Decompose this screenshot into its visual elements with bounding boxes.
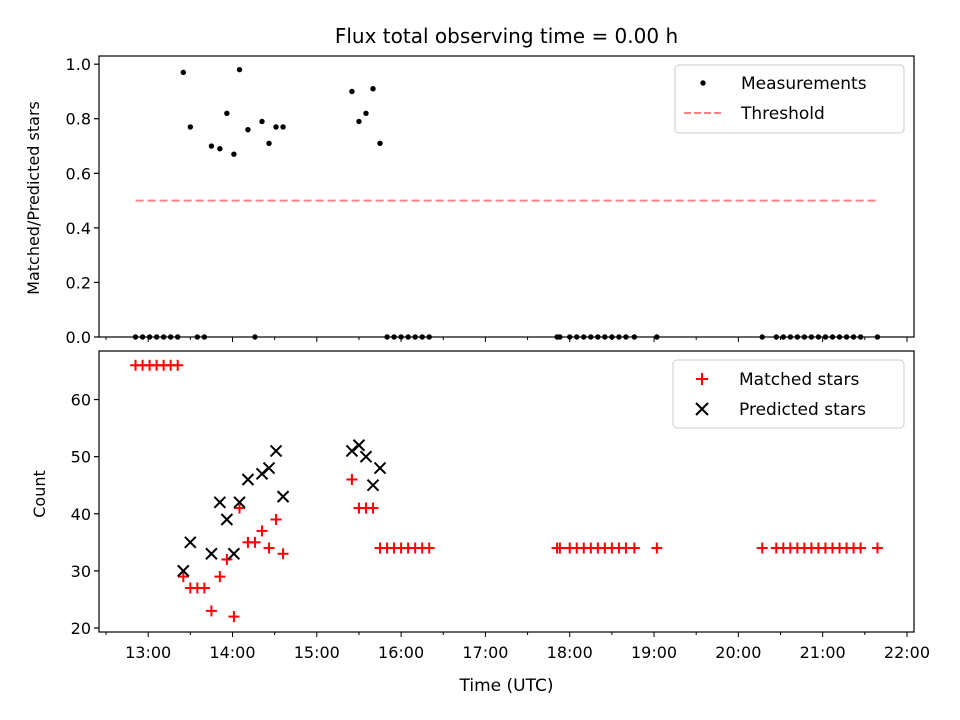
matched-stars-point [221,553,233,565]
top-plot-area [132,66,881,340]
matched-stars-point [277,548,289,560]
matched-stars-point [423,542,435,554]
x-tick-label: 20:00 [715,643,761,662]
predicted-stars-point [352,439,366,452]
top-y-tick-label: 0.4 [66,219,91,238]
measurements-point [217,146,223,152]
bottom-y-tick-label: 30 [71,562,91,581]
matched-stars-point [871,542,883,554]
top-axes-frame [98,55,915,338]
x-axis-label: Time (UTC) [459,676,554,696]
predicted-stars-point [220,513,234,526]
predicted-stars-point [269,444,283,458]
predicted-stars-point [241,473,255,486]
bottom-axes-frame [98,350,915,633]
x-tick-label: 15:00 [294,643,340,662]
matched-stars-point [249,536,261,548]
matched-stars-point [651,542,663,554]
matched-stars-point [263,542,275,554]
predicted-stars-point [373,461,387,475]
top-legend-box [674,64,905,134]
measurements-point [187,124,194,130]
top-y-axis-label: Matched/Predicted stars [24,101,43,295]
top-subplot: Flux total observing time = 0.00 h Match… [24,24,915,347]
top-axes: 0.0 0.2 0.4 0.6 0.8 1.0 [66,55,908,347]
matched-stars-point [214,571,226,583]
predicted-stars-point [177,564,190,578]
top-y-tick-label: 0.2 [66,273,91,292]
measurements-point [236,66,243,73]
measurements-point [224,110,230,116]
measurements-point [363,110,369,116]
predicted-stars-point [213,496,227,509]
matched-stars-point [628,542,640,554]
matched-stars-point [198,582,210,594]
matched-stars-point [270,513,282,525]
matched-stars-point [177,571,189,583]
x-tick-label: 18:00 [547,643,593,662]
bottom-legend: Matched stars Predicted stars [672,359,905,429]
bottom-y-tick-label: 60 [71,391,91,410]
matched-stars-point [554,542,566,554]
legend-label-predicted-stars: Predicted stars [739,400,866,420]
measurements-point [231,151,237,157]
chart-title: Flux total observing time = 0.00 h [335,24,678,48]
x-tick-label: 17:00 [462,643,508,662]
matched-stars-point [256,525,268,537]
bottom-y-tick-label: 40 [71,505,91,524]
measurements-point [273,124,279,130]
legend-label-threshold: Threshold [740,104,825,124]
x-tick-label: 14:00 [209,643,255,662]
measurements-point [180,69,187,76]
legend-marker-measurements [700,80,706,86]
matched-stars-point [367,502,379,514]
measurements-point [245,126,251,133]
matched-stars-point [234,502,246,514]
matched-stars-point [172,359,184,371]
legend-label-matched-stars: Matched stars [739,370,859,390]
bottom-y-tick-label: 20 [71,619,91,638]
measurements-point [266,140,272,147]
predicted-stars-point [359,450,373,463]
bottom-y-tick-label: 50 [71,448,91,467]
legend-label-measurements: Measurements [741,74,867,94]
measurements-point [349,88,355,95]
x-tick-label: 13:00 [125,643,171,662]
top-y-tick-label: 0.0 [66,328,91,347]
matched-stars-point [205,605,217,617]
x-tick-label: 19:00 [631,643,677,662]
measurements-point [208,143,215,149]
top-legend: Measurements Threshold [674,64,905,134]
matched-stars-point [346,474,358,486]
predicted-stars-point [366,479,380,492]
bottom-y-axis-label: Count [30,470,49,518]
matched-stars-point [756,542,768,554]
matched-stars-point [228,611,240,623]
predicted-stars-point [205,547,218,560]
bottom-axes: 20 30 40 50 60 13:00 14:00 15:00 16:00 17:00 18:00… [71,391,930,662]
predicted-stars-point [184,536,197,549]
measurements-point [280,124,286,130]
x-tick-label: 16:00 [378,643,424,662]
matched-stars-point [855,542,867,554]
top-y-tick-label: 1.0 [66,55,91,74]
predicted-stars-point [227,547,241,560]
legend-marker-predicted-stars [695,402,709,416]
measurements-point [356,118,362,125]
bottom-plot-area [130,359,883,623]
bottom-legend-box [672,359,905,429]
measurements-point [370,86,376,92]
top-y-tick-label: 0.6 [66,164,91,183]
measurements-point [259,118,265,125]
predicted-stars-point [262,461,276,475]
top-y-tick-label: 0.8 [66,110,91,129]
predicted-stars-point [276,490,290,503]
predicted-stars-point [233,496,246,509]
x-tick-label: 21:00 [800,643,846,662]
bottom-subplot: Count Time (UTC) 20 30 40 50 60 13:00 14:00 15:… [30,350,930,696]
legend-marker-matched-stars [696,373,708,385]
x-tick-label: 22:00 [884,643,930,662]
measurements-point [377,140,383,147]
